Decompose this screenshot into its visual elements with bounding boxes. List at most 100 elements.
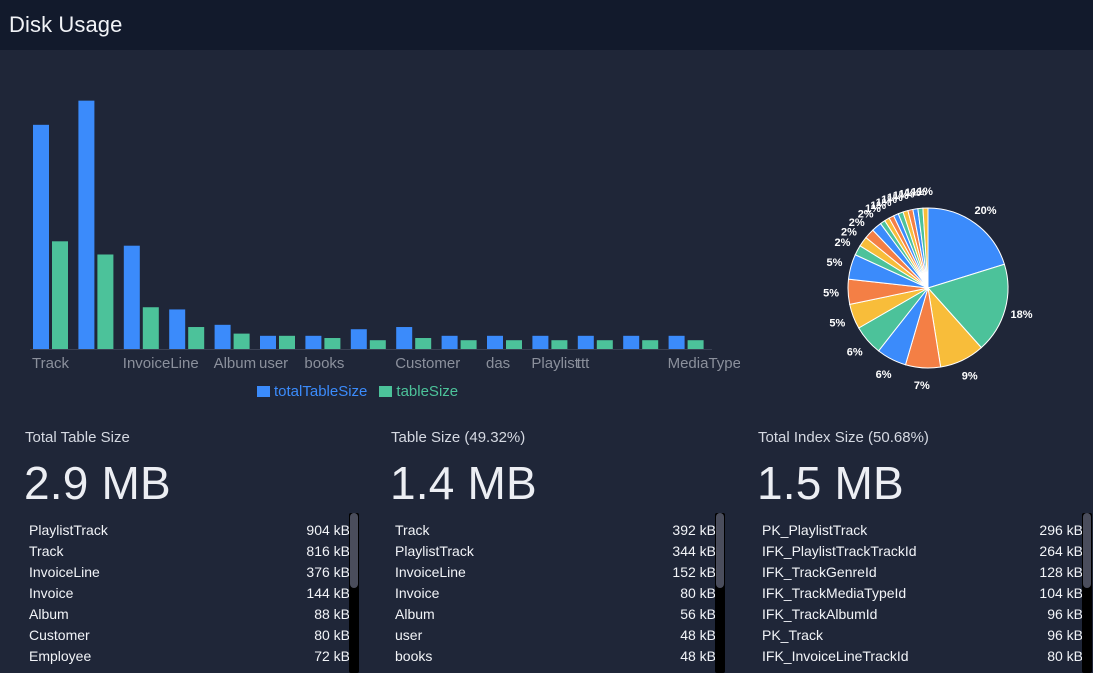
scrollbar[interactable] xyxy=(349,513,359,673)
stat-row: IFK_InvoiceLineTrackId 80 kB xyxy=(758,646,1083,667)
stat-row-name: IFK_TrackGenreId xyxy=(762,564,877,580)
stat-row-name: Album xyxy=(395,606,435,622)
stat-column-total-index-size: Total Index Size (50.68%) 1.5 MB PK_Play… xyxy=(757,420,1093,673)
bar-tableSize-MediaType[interactable] xyxy=(687,340,704,349)
stat-row-name: Track xyxy=(395,522,430,538)
legend-label-total-table-size: totalTableSize xyxy=(274,383,368,400)
stat-row: PK_Track 96 kB xyxy=(758,625,1083,646)
bar-totalTableSize-Track[interactable] xyxy=(33,124,49,349)
stat-column-table-size: Table Size (49.32%) 1.4 MB Track 392 kB Pl… xyxy=(390,420,731,673)
stat-list[interactable]: PK_PlaylistTrack 296 kB IFK_PlaylistTrackT… xyxy=(758,520,1083,670)
legend-item-total-table-size[interactable]: totalTableSize xyxy=(257,383,367,400)
stat-row: books 48 kB xyxy=(391,646,716,667)
bar-chart: Track InvoiceLine Album user books Customer da… xyxy=(30,100,740,372)
pie-slice-label: 5% xyxy=(827,257,843,269)
bar-totalTableSize-Employee[interactable] xyxy=(350,329,367,349)
stat-row-name: books xyxy=(395,648,433,664)
app-header: Disk Usage xyxy=(0,0,1093,50)
stat-row: IFK_PlaylistTrackTrackId 264 kB xyxy=(758,541,1083,562)
bar-tableSize-InvoiceLine[interactable] xyxy=(142,307,159,349)
pie-slice-label: 6% xyxy=(876,369,892,381)
bar-totalTableSize-Customer[interactable] xyxy=(396,327,413,349)
bar-totalTableSize-user[interactable] xyxy=(260,335,276,349)
bar-totalTableSize-das[interactable] xyxy=(487,335,503,349)
bar-tableSize-Invoice[interactable] xyxy=(188,327,205,349)
bar-totalTableSize-books[interactable] xyxy=(305,335,322,349)
stat-row-size: 48 kB xyxy=(680,627,716,643)
stat-row-size: 80 kB xyxy=(1047,648,1083,664)
bar-tableSize-Album[interactable] xyxy=(233,333,250,349)
stat-row-name: IFK_InvoiceLineTrackId xyxy=(762,648,909,664)
x-tick-label: Track xyxy=(32,355,69,372)
stat-row: Invoice 144 kB xyxy=(25,583,350,604)
bar-tableSize-Artist[interactable] xyxy=(642,340,659,349)
scrollbar[interactable] xyxy=(1082,513,1092,673)
scrollbar-thumb[interactable] xyxy=(1083,513,1091,588)
bar-totalTableSize-PlaylistTrack[interactable] xyxy=(78,100,95,349)
bar-tableSize-ttt[interactable] xyxy=(596,340,613,349)
pie-slice-label: 1% xyxy=(887,192,903,204)
pie-slice-label: 1% xyxy=(870,200,886,212)
stat-row-size: 904 kB xyxy=(306,522,350,538)
stat-row-size: 264 kB xyxy=(1039,543,1083,559)
bar-totalTableSize-Album[interactable] xyxy=(214,324,231,349)
bar-chart-legend: totalTableSize tableSize xyxy=(257,383,458,400)
stat-row: Customer 80 kB xyxy=(25,625,350,646)
stat-row: PlaylistTrack 904 kB xyxy=(25,520,350,541)
stat-row-name: IFK_PlaylistTrackTrackId xyxy=(762,543,917,559)
stat-row: Album 88 kB xyxy=(25,604,350,625)
stat-row-size: 344 kB xyxy=(672,543,716,559)
stat-row-size: 816 kB xyxy=(306,543,350,559)
bar-totalTableSize-MediaType[interactable] xyxy=(668,335,685,349)
bar-tableSize-das[interactable] xyxy=(506,340,522,349)
stat-row-size: 104 kB xyxy=(1039,585,1083,601)
stat-row-size: 80 kB xyxy=(314,627,350,643)
pie-slice[interactable] xyxy=(927,263,1009,349)
bar-tableSize-PlaylistTrack[interactable] xyxy=(97,254,114,349)
x-tick-label: ttt xyxy=(577,355,590,372)
stat-row-size: 152 kB xyxy=(672,564,716,580)
stat-value: 1.4 MB xyxy=(390,457,537,509)
stat-value: 2.9 MB xyxy=(24,457,171,509)
pie-slice-label: 1% xyxy=(893,190,909,202)
stat-row-name: Track xyxy=(29,543,64,559)
bar-tableSize-user[interactable] xyxy=(279,335,295,349)
bar-tableSize-Track[interactable] xyxy=(52,241,68,349)
pie-slice[interactable] xyxy=(927,207,1006,289)
pie-slice-label: 5% xyxy=(823,288,839,300)
legend-item-table-size[interactable]: tableSize xyxy=(379,383,458,400)
stat-list[interactable]: Track 392 kB PlaylistTrack 344 kB InvoiceLin… xyxy=(391,520,716,670)
stat-title: Total Table Size xyxy=(25,429,130,446)
stat-row-name: Customer xyxy=(29,627,90,643)
bar-tableSize-Employee[interactable] xyxy=(369,340,386,349)
stat-row-size: 96 kB xyxy=(1047,627,1083,643)
bar-tableSize-Playlist[interactable] xyxy=(551,340,568,349)
stat-row: IFK_TrackMediaTypeId 104 kB xyxy=(758,583,1083,604)
bar-tableSize-Customer[interactable] xyxy=(415,338,432,349)
stat-row: Track 816 kB xyxy=(25,541,350,562)
pie-slice-label: 9% xyxy=(962,371,978,383)
bar-totalTableSize-Invoice[interactable] xyxy=(169,309,186,349)
bar-totalTableSize-Artist[interactable] xyxy=(623,335,640,349)
bar-totalTableSize-InvoiceLine[interactable] xyxy=(123,245,140,349)
scrollbar-thumb[interactable] xyxy=(350,513,358,588)
stat-row-name: PK_PlaylistTrack xyxy=(762,522,868,538)
bar-totalTableSize-Playlist[interactable] xyxy=(532,335,549,349)
stat-row-name: Invoice xyxy=(395,585,440,601)
stat-list[interactable]: PlaylistTrack 904 kB Track 816 kB InvoiceLin… xyxy=(25,520,350,670)
stat-row: Employee 72 kB xyxy=(25,646,350,667)
stat-row: PK_PlaylistTrack 296 kB xyxy=(758,520,1083,541)
scrollbar-thumb[interactable] xyxy=(716,513,724,588)
pie-slice[interactable] xyxy=(922,207,929,289)
stat-row-name: Invoice xyxy=(29,585,74,601)
stat-row-size: 128 kB xyxy=(1039,564,1083,580)
bar-tableSize-books[interactable] xyxy=(324,338,341,349)
stat-row: InvoiceLine 376 kB xyxy=(25,562,350,583)
x-tick-label: MediaType xyxy=(668,355,740,372)
stat-row: Invoice 80 kB xyxy=(391,583,716,604)
bar-totalTableSize-Genre[interactable] xyxy=(441,335,458,349)
bar-tableSize-Genre[interactable] xyxy=(460,340,477,349)
bar-totalTableSize-ttt[interactable] xyxy=(577,335,594,349)
stat-row-name: IFK_TrackAlbumId xyxy=(762,606,878,622)
scrollbar[interactable] xyxy=(715,513,725,673)
